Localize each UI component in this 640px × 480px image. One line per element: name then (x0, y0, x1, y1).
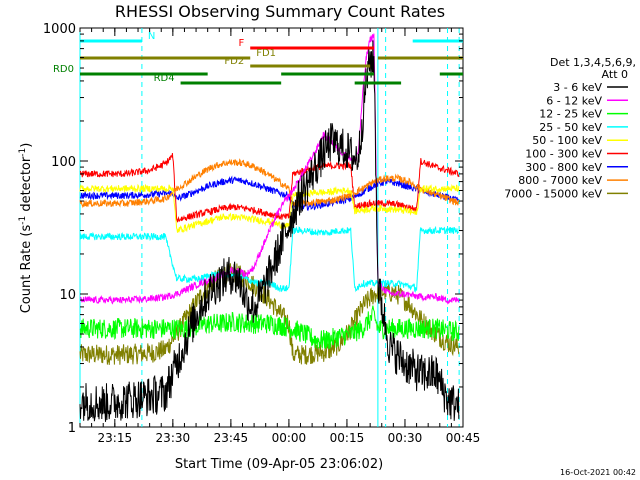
y-axis-label-main: Count Rate (s (19, 225, 34, 314)
chart-title: RHESSI Observing Summary Count Rates (115, 2, 445, 21)
x-tick-label-00-45: 00:45 (446, 431, 481, 445)
legend-label-25-50-kev: 25 - 50 keV (539, 121, 602, 134)
series-50-100-kev (79, 183, 460, 234)
y-axis-label-end: ) (19, 143, 34, 148)
legend-label-6-12-kev: 6 - 12 keV (546, 94, 602, 107)
plot-area: N F FD1 FD2 RD0 RD4 23:15 23:30 23:45 00:00 00:15… (43, 22, 480, 445)
legend-label-12-25-kev: 12 - 25 keV (539, 108, 602, 121)
legend-label-50-100-kev: 50 - 100 keV (532, 134, 602, 147)
segment-label-fd1: FD1 (256, 48, 276, 59)
segment-label-rd4: RD4 (154, 73, 175, 84)
x-tick-label-23-15: 23:15 (98, 431, 133, 445)
axis-ticks: 23:15 23:30 23:45 00:00 00:15 00:30 00:45 1 10 10… (43, 22, 480, 445)
segment-label-n: N (148, 31, 155, 42)
series-3-6-kev (79, 40, 460, 422)
y-axis-label-sup1: -1 (18, 216, 28, 225)
y-tick-label-1000: 1000 (43, 22, 76, 37)
legend-label-100-300-kev: 100 - 300 keV (525, 148, 602, 161)
legend-header-line-2: Att 0 (602, 68, 628, 81)
series-12-25-kev (79, 305, 460, 350)
segment-label-fd2: FD2 (224, 56, 244, 67)
legend-label-800-7000-kev: 800 - 7000 keV (518, 174, 602, 187)
legend-header-line-1: Det 1,3,4,5,6,9, (550, 56, 636, 69)
legend-label-7000-15000-kev: 7000 - 15000 keV (504, 187, 602, 200)
y-tick-label-10: 10 (59, 288, 76, 303)
segment-label-f: F (238, 38, 244, 49)
y-tick-label-100: 100 (51, 155, 76, 170)
x-tick-label-00-15: 00:15 (330, 431, 365, 445)
legend-label-3-6-kev: 3 - 6 keV (553, 81, 602, 94)
x-tick-label-00-00: 00:00 (272, 431, 307, 445)
footer-date: 16-Oct-2021 00:42 (560, 468, 636, 477)
series-100-300-kev (79, 152, 460, 223)
y-tick-label-1: 1 (68, 421, 76, 436)
y-axis-label-sup2: -1 (18, 148, 28, 157)
state-segments: N F FD1 FD2 RD0 RD4 (53, 31, 463, 85)
y-axis-label: Count Rate (s-1 detector-1) (18, 143, 34, 314)
v-lines (79, 28, 460, 427)
x-tick-label-23-30: 23:30 (156, 431, 191, 445)
x-axis-label: Start Time (09-Apr-05 23:06:02) (175, 457, 383, 472)
series-group (79, 33, 460, 422)
x-tick-label-00-30: 00:30 (388, 431, 423, 445)
segment-label-rd0: RD0 (53, 64, 74, 75)
series-6-12-kev (79, 33, 460, 305)
series-800-7000-kev (79, 158, 460, 209)
series-300-800-kev (79, 175, 460, 212)
x-tick-label-23-45: 23:45 (214, 431, 249, 445)
legend-label-300-800-kev: 300 - 800 keV (525, 161, 602, 174)
y-axis-label-mid: detector (19, 156, 34, 216)
